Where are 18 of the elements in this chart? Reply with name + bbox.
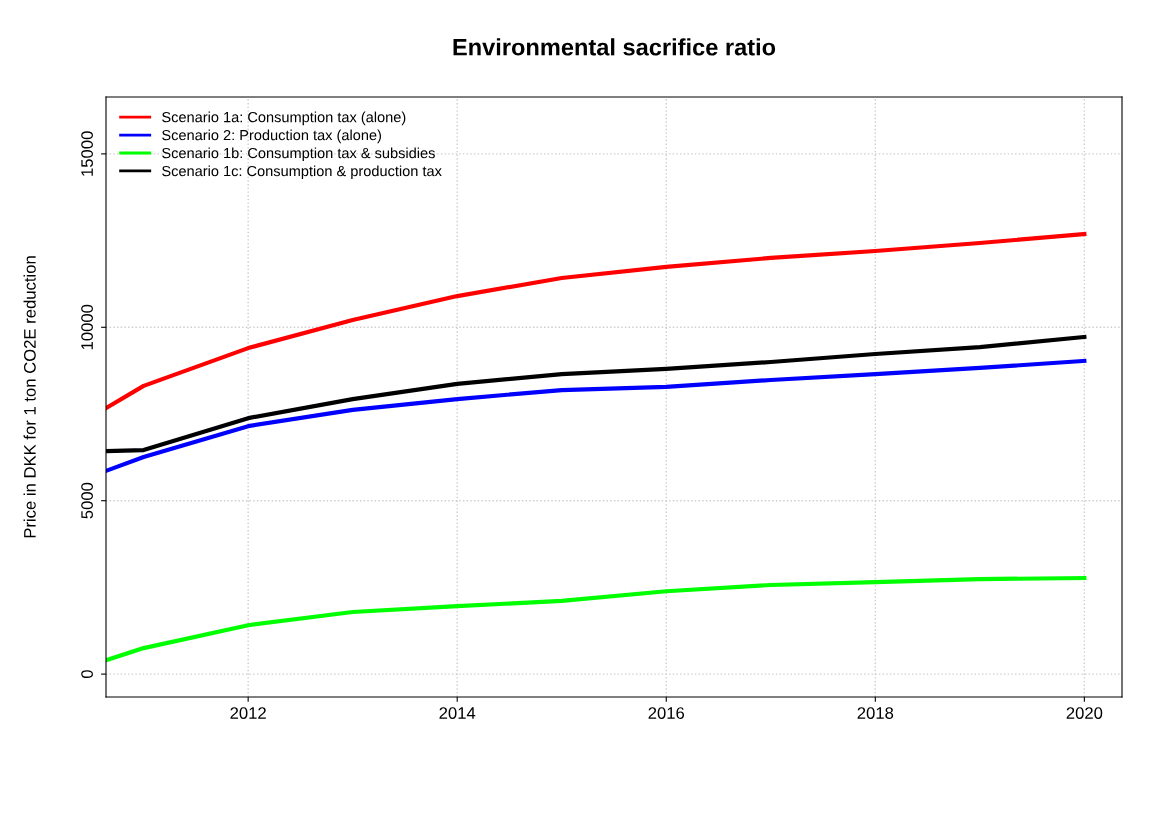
y-tick-label: 5000 bbox=[81, 482, 93, 519]
line-series bbox=[106, 575, 1087, 663]
legend-label: Scenario 1c: Consumption & production tax bbox=[162, 165, 442, 180]
line-series bbox=[106, 231, 1087, 411]
legend-label: Scenario 1a: Consumption tax (alone) bbox=[162, 111, 406, 126]
x-tick-label: 2018 bbox=[857, 707, 894, 719]
y-axis-title: Price in DKK for 1 ton CO2E reduction bbox=[23, 256, 36, 538]
y-tick-label: 0 bbox=[81, 670, 93, 679]
y-tick-label: 15000 bbox=[81, 131, 93, 176]
legend-label: Scenario 1b: Consumption tax & subsidies bbox=[162, 147, 435, 162]
chart-title: Environmental sacrifice ratio bbox=[453, 38, 776, 56]
x-tick-label: 2016 bbox=[648, 707, 685, 719]
y-tick-label: 10000 bbox=[81, 304, 93, 350]
x-tick-label: 2012 bbox=[230, 707, 266, 719]
x-tick-label: 2014 bbox=[439, 707, 476, 719]
legend-label: Scenario 2: Production tax (alone) bbox=[162, 129, 382, 144]
line-series bbox=[106, 358, 1087, 473]
x-tick-label: 2020 bbox=[1066, 707, 1103, 719]
